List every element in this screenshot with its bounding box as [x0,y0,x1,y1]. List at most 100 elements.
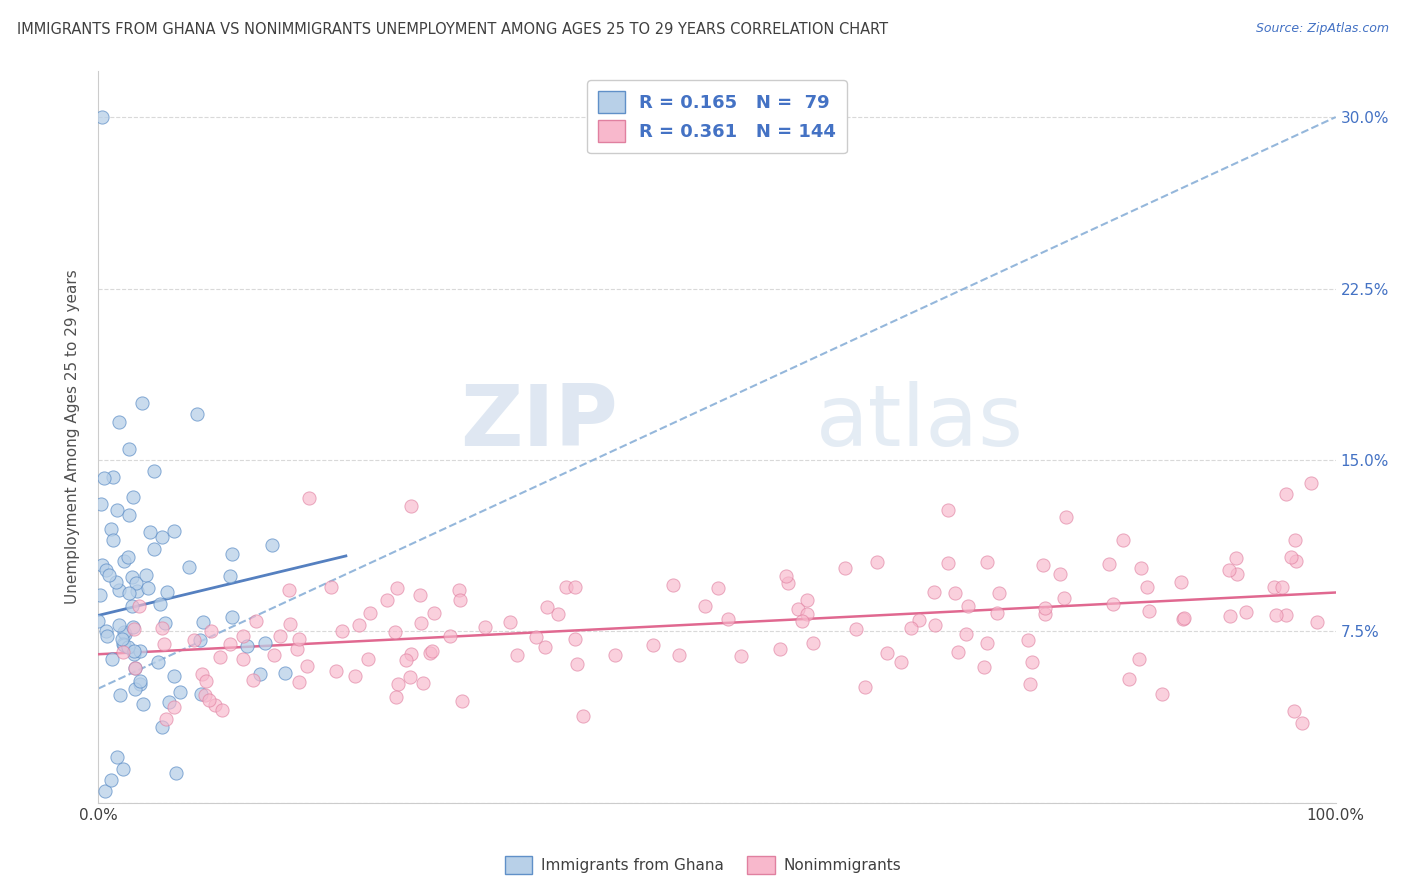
Point [449,593,471,607]
Point [105,503,128,517]
Point [89,588,111,602]
Point [707,581,730,595]
Point [603,648,626,662]
Point [87,614,110,628]
Point [156,585,179,599]
Point [150,621,173,635]
Point [643,638,665,652]
Point [103,533,125,548]
Point [236,639,259,653]
Point [198,693,221,707]
Point [177,560,200,574]
Point [890,655,912,669]
Point [254,636,277,650]
Text: atlas: atlas [815,381,1024,464]
Point [190,688,212,702]
Point [775,569,797,583]
Point [122,648,145,662]
Point [200,624,222,638]
Point [165,765,187,780]
Point [112,554,135,568]
Point [399,499,422,513]
Point [121,570,143,584]
Point [1299,475,1322,490]
Point [288,632,311,646]
Point [395,653,418,667]
Point [143,542,166,557]
Point [138,581,160,595]
Point [101,652,124,666]
Point [356,651,378,665]
Point [1032,558,1054,572]
Point [506,648,529,663]
Point [693,599,716,614]
Point [409,616,432,631]
Point [122,622,145,636]
Point [908,613,931,627]
Point [150,530,173,544]
Point [769,642,792,657]
Point [924,617,946,632]
Point [387,582,409,596]
Point [533,640,555,654]
Point [1285,554,1308,568]
Point [112,638,135,652]
Point [111,632,134,646]
Point [943,586,966,600]
Point [834,561,856,575]
Point [787,601,810,615]
Point [93,784,115,798]
Point [249,667,271,681]
Point [112,645,135,659]
Point [131,396,153,410]
Point [564,632,586,647]
Text: Source: ZipAtlas.com: Source: ZipAtlas.com [1256,22,1389,36]
Point [298,491,321,505]
Point [128,643,150,657]
Point [554,580,576,594]
Point [91,110,114,124]
Point [263,648,285,662]
Point [866,555,889,569]
Point [232,651,254,665]
Point [124,661,146,675]
Point [108,582,131,597]
Point [343,669,366,683]
Point [153,616,176,631]
Point [524,630,547,644]
Point [1234,605,1257,619]
Point [1282,705,1305,719]
Point [956,599,979,614]
Point [110,688,132,702]
Point [796,607,818,622]
Point [245,614,267,628]
Point [1275,607,1298,622]
Point [412,676,434,690]
Point [792,614,814,628]
Point [208,649,231,664]
Point [90,497,112,511]
Point [1219,608,1241,623]
Point [1173,611,1195,625]
Point [1021,656,1043,670]
Point [359,606,381,620]
Point [1098,557,1121,571]
Point [398,670,420,684]
Point [1171,612,1194,626]
Point [183,632,205,647]
Point [100,772,122,787]
Point [474,620,496,634]
Point [194,674,217,689]
Point [986,606,1008,620]
Point [118,586,141,600]
Point [1225,550,1247,565]
Point [96,624,118,638]
Point [1054,510,1077,524]
Point [204,698,226,713]
Point [211,703,233,717]
Point [1118,672,1140,686]
Point [143,464,166,478]
Point [128,677,150,691]
Point [730,649,752,664]
Point [976,555,998,569]
